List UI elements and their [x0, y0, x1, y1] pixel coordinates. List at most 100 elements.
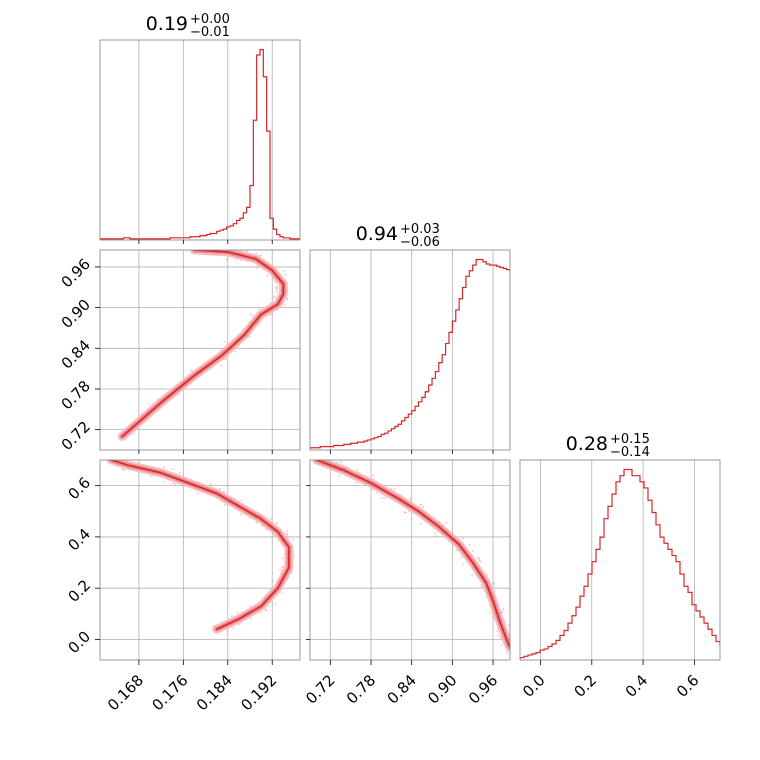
panel-frame	[99, 459, 301, 661]
scatter-point	[285, 530, 288, 532]
scatter-point	[266, 274, 269, 277]
scatter-point	[486, 573, 488, 576]
title-minus: −0.14	[610, 445, 650, 460]
scatter-point	[149, 475, 152, 477]
scatter-point	[357, 469, 359, 471]
scatter-content	[117, 245, 289, 441]
scatter-point	[234, 350, 237, 352]
scatter-point	[281, 566, 283, 568]
tick-label-y2: 0.90	[58, 296, 94, 332]
scatter-point	[480, 561, 483, 563]
scatter-point	[109, 453, 111, 455]
scatter-point	[339, 461, 342, 463]
tick-label-x3: 0.0	[519, 671, 549, 701]
scatter-point	[270, 518, 273, 521]
tick-label-x1: 0.192	[237, 671, 280, 714]
histogram-panel-2: 0.94 +0.03−0.06	[309, 222, 511, 451]
scatter-point	[422, 506, 425, 508]
scatter-point	[225, 258, 228, 261]
scatter-point	[276, 288, 279, 291]
scatter-point	[434, 531, 436, 534]
tick-label-y3: 0.0	[64, 627, 94, 657]
density-band	[117, 250, 288, 441]
title-value: 0.28	[566, 433, 608, 455]
title-minus: −0.01	[190, 25, 230, 40]
scatter-point	[255, 252, 258, 255]
tick-label-x2: 0.96	[465, 671, 501, 707]
scatter-point	[220, 364, 223, 367]
scatter-point	[502, 608, 505, 610]
scatter-point	[126, 456, 128, 458]
scatter-point	[479, 560, 481, 562]
scatter-panel-3	[309, 453, 511, 661]
scatter-content	[106, 453, 295, 634]
panel-frame	[99, 39, 301, 241]
title-plus: +0.00	[190, 12, 230, 27]
scatter-point	[256, 266, 258, 269]
scatter-point	[209, 483, 212, 486]
scatter-point	[174, 483, 177, 486]
scatter-point	[115, 455, 117, 457]
scatter-point	[220, 245, 222, 247]
scatter-point	[226, 630, 229, 633]
scatter-point	[255, 521, 258, 524]
density-core	[119, 250, 286, 439]
density-band	[312, 460, 510, 652]
scatter-point	[271, 580, 274, 583]
scatter-point	[497, 634, 500, 636]
scatter-point	[123, 469, 125, 472]
histogram-panel-1: 0.19 +0.00−0.01	[99, 12, 301, 241]
panel-frame	[309, 249, 511, 451]
scatter-point	[506, 652, 508, 655]
scatter-point	[468, 543, 471, 546]
scatter-point	[264, 608, 267, 611]
histogram-step-line	[310, 258, 510, 450]
scatter-point	[230, 615, 233, 617]
scatter-point	[445, 521, 448, 524]
scatter-point	[403, 511, 406, 514]
scatter-point	[213, 245, 215, 247]
scatter-point	[316, 453, 318, 455]
scatter-point	[286, 535, 289, 537]
scatter-point	[285, 532, 288, 535]
scatter-point	[224, 503, 226, 506]
scatter-point	[162, 480, 165, 483]
scatter-point	[291, 572, 293, 574]
scatter-point	[260, 254, 262, 257]
scatter-point	[219, 487, 221, 490]
scatter-point	[133, 432, 136, 435]
histogram-step-line	[520, 468, 720, 660]
tick-label-x2: 0.84	[384, 671, 420, 707]
scatter-point	[409, 498, 412, 500]
scatter-point	[408, 510, 411, 513]
scatter-point	[275, 290, 278, 293]
scatter-point	[460, 557, 462, 560]
scatter-panel-2	[99, 453, 301, 661]
scatter-point	[236, 611, 239, 614]
scatter-point	[111, 454, 113, 456]
tick-label-y2: 0.84	[58, 336, 94, 372]
scatter-point	[477, 556, 479, 559]
panel-title: 0.94 +0.03−0.06	[356, 222, 440, 250]
tick-label-x3: 0.2	[570, 671, 600, 701]
scatter-point	[114, 456, 116, 458]
title-plus: +0.03	[400, 222, 440, 237]
panel-frame	[309, 459, 511, 661]
scatter-point	[251, 314, 254, 317]
scatter-point	[380, 496, 383, 499]
scatter-point	[275, 603, 277, 605]
scatter-point	[224, 341, 227, 343]
scatter-point	[273, 295, 276, 298]
scatter-point	[121, 468, 124, 471]
scatter-point	[271, 298, 274, 300]
scatter-point	[179, 471, 181, 474]
scatter-point	[148, 403, 151, 405]
panel-frame	[99, 249, 301, 451]
scatter-point	[489, 612, 492, 614]
contour-line	[121, 250, 285, 438]
scatter-point	[196, 492, 199, 495]
tick-label-y2: 0.72	[58, 418, 94, 454]
scatter-point	[190, 369, 193, 372]
scatter-point	[283, 303, 286, 306]
scatter-point	[271, 313, 274, 316]
